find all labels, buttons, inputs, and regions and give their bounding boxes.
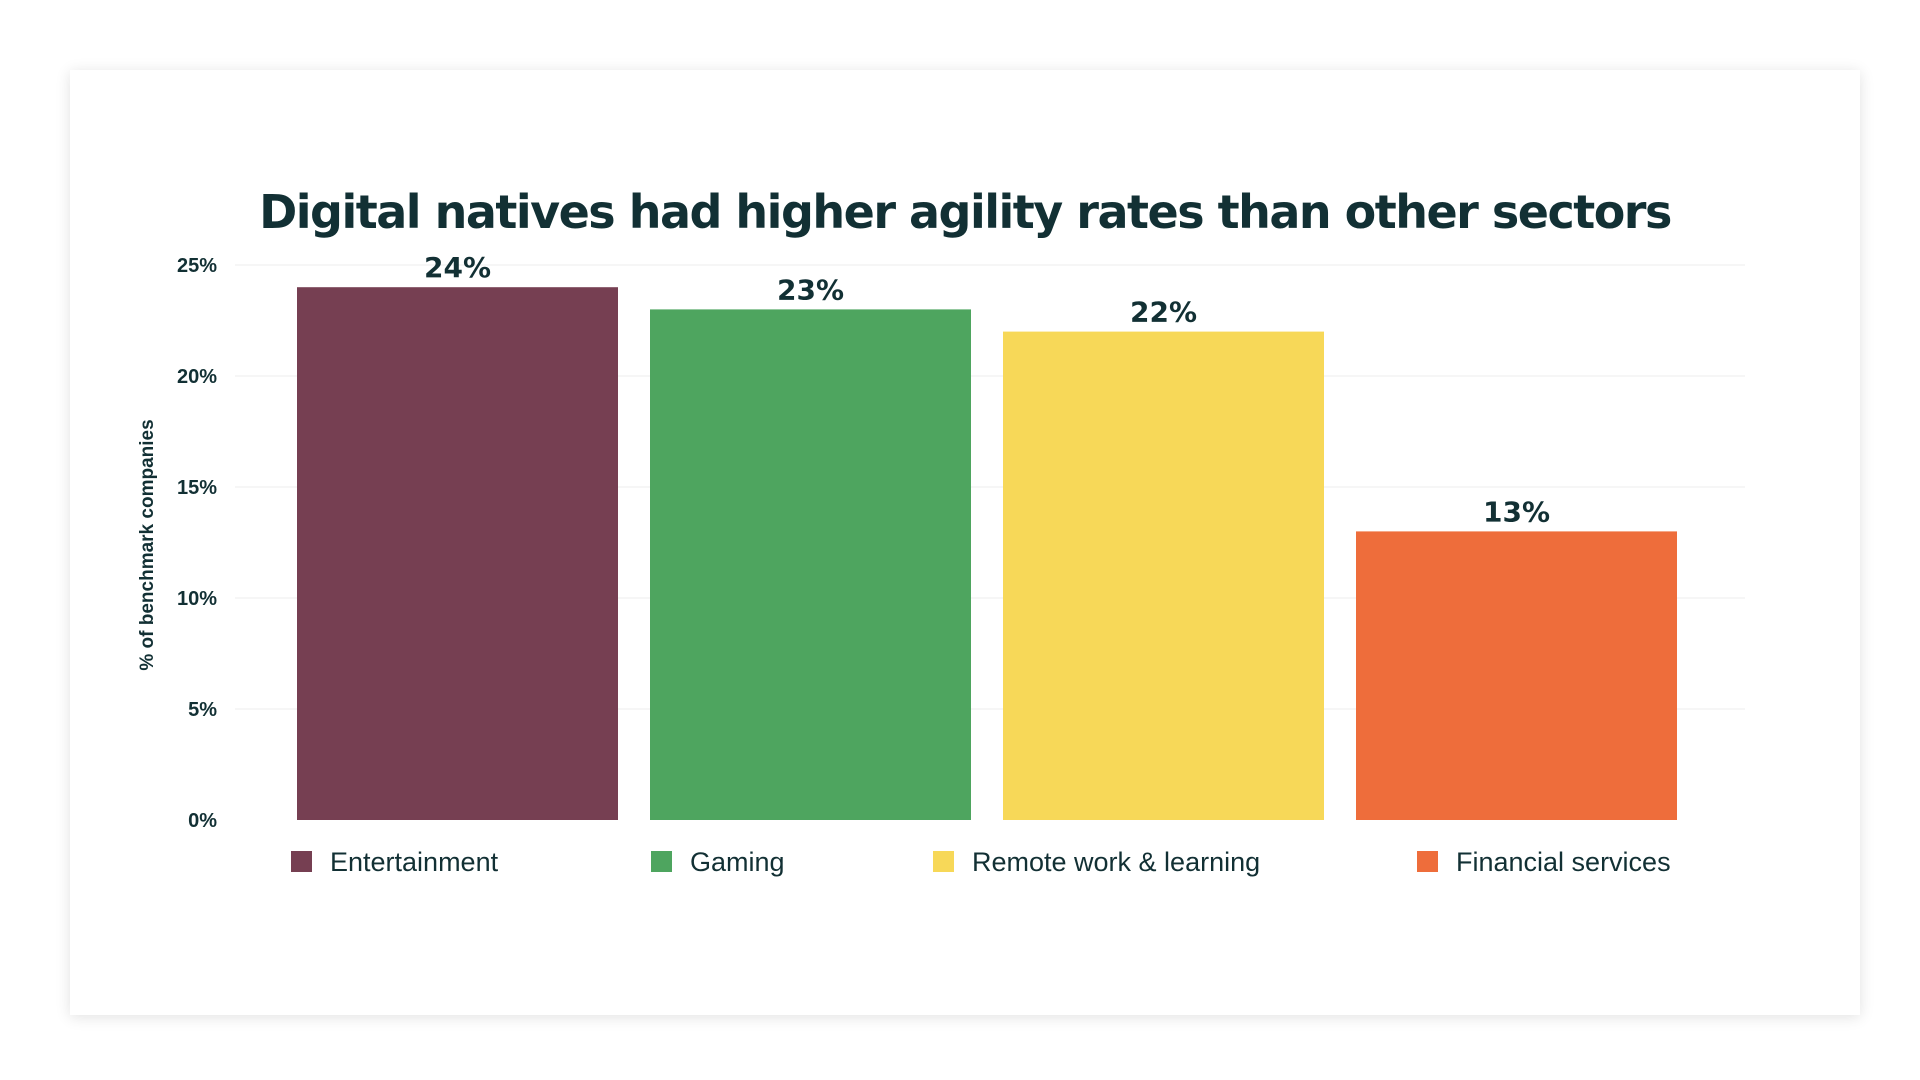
legend-label: Entertainment [330,847,499,877]
legend-label: Financial services [1456,847,1671,877]
bar-value-label: 22% [1130,296,1197,329]
y-tick-label: 15% [177,477,217,499]
legend-label: Remote work & learning [972,847,1260,877]
bar [297,287,618,820]
bar [650,309,971,820]
bar-value-label: 13% [1483,495,1550,528]
legend-swatch [1417,851,1438,872]
y-tick-label: 20% [177,366,217,388]
legend-swatch [651,851,672,872]
y-tick-label: 10% [177,588,217,610]
legend-swatch [291,851,312,872]
bar-value-label: 24% [424,251,491,284]
bar [1356,531,1677,820]
legend-swatch [933,851,954,872]
legend: Entertainment Gaming Remote work & learnin… [291,847,1671,877]
data-labels: 24% 23% 22% 13% [424,251,1550,528]
chart-title: Digital natives had higher agility rates… [259,185,1672,239]
y-tick-label: 25% [177,255,217,277]
bar-value-label: 23% [777,273,844,306]
y-tick-label: 0% [188,810,217,832]
y-axis-label: % of benchmark companies [137,419,158,670]
bars [297,287,1677,820]
y-axis-ticks: 0% 5% 10% 15% 20% 25% [177,255,217,832]
y-tick-label: 5% [188,699,217,721]
legend-label: Gaming [690,847,785,877]
bar [1003,331,1324,820]
